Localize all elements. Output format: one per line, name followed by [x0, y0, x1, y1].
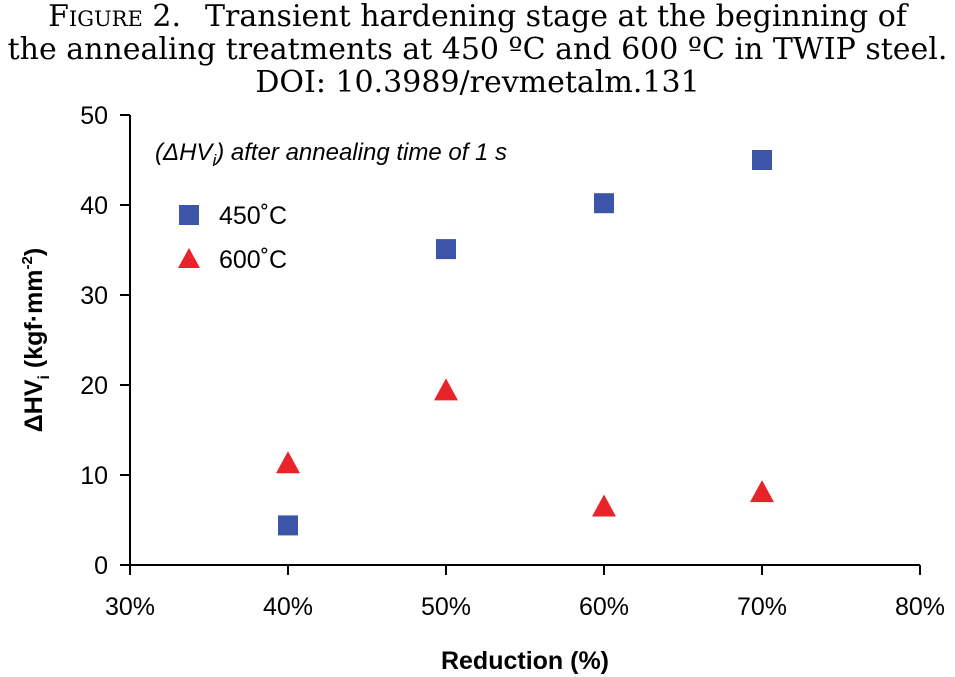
- x-tick-label: 50%: [421, 593, 471, 621]
- y-tick-label: 40: [80, 192, 108, 220]
- data-point-series-1: [436, 239, 456, 260]
- y-axis-title: ΔHVi (kgf·mm-2): [19, 248, 53, 432]
- data-point-series-2: [592, 494, 616, 517]
- x-ticks: 30% 40% 50% 60% 70% 80%: [105, 565, 945, 621]
- data-markers: [276, 150, 774, 536]
- figure-label: Figure 2.: [48, 0, 181, 34]
- x-tick-label: 60%: [579, 593, 629, 621]
- x-tick-label: 30%: [105, 593, 155, 621]
- legend-label-450: 450˚C: [219, 202, 287, 230]
- y-tick-label: 50: [80, 102, 108, 130]
- caption-line-1: Figure 2. Transient hardening stage at th…: [0, 0, 955, 33]
- y-tick-label: 10: [80, 462, 108, 490]
- data-point-series-2: [434, 378, 458, 401]
- legend-marker-450: [179, 205, 199, 225]
- data-point-series-1: [752, 150, 772, 170]
- y-tick-label: 20: [80, 372, 108, 400]
- data-point-series-2: [276, 451, 300, 474]
- caption-line-2: the annealing treatments at 450 ºC and 6…: [7, 32, 948, 67]
- data-point-series-1: [594, 193, 614, 214]
- x-tick-label: 40%: [263, 593, 313, 621]
- legend-label-600: 600˚C: [219, 246, 287, 274]
- y-tick-label: 30: [80, 282, 108, 310]
- y-tick-label: 0: [94, 552, 108, 580]
- chart-annotation: (ΔHVi) after annealing time of 1 s: [155, 139, 507, 170]
- data-point-series-1: [278, 515, 298, 536]
- x-tick-label: 70%: [737, 593, 787, 621]
- axes: [129, 115, 920, 566]
- legend-marker-600: [178, 248, 200, 268]
- figure-caption: Figure 2. Transient hardening stage at th…: [0, 0, 955, 99]
- legend: 450˚C 600˚C: [178, 202, 287, 274]
- caption-text-1: Transient hardening stage at the beginni…: [204, 0, 907, 34]
- x-axis-title: Reduction (%): [441, 647, 609, 675]
- caption-line-3: DOI: 10.3989/revmetalm.131: [255, 65, 700, 100]
- x-tick-label: 80%: [895, 593, 945, 621]
- data-point-series-2: [750, 480, 774, 503]
- y-ticks: 0 10 20 30 40 50: [80, 102, 130, 580]
